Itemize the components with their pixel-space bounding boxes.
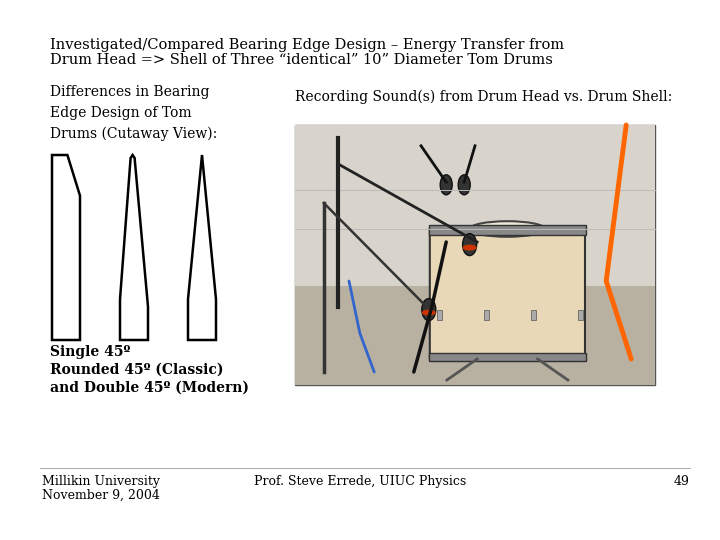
Text: Investigated/Compared Bearing Edge Design – Energy Transfer from: Investigated/Compared Bearing Edge Desig… bbox=[50, 38, 564, 52]
FancyBboxPatch shape bbox=[295, 125, 655, 286]
Polygon shape bbox=[188, 155, 216, 340]
Ellipse shape bbox=[422, 299, 436, 321]
Text: Single 45º: Single 45º bbox=[50, 345, 130, 359]
Polygon shape bbox=[52, 155, 80, 340]
Ellipse shape bbox=[469, 221, 545, 237]
Polygon shape bbox=[120, 155, 148, 340]
FancyBboxPatch shape bbox=[295, 125, 655, 385]
Bar bbox=[531, 310, 536, 320]
Bar bbox=[484, 310, 489, 320]
Ellipse shape bbox=[463, 245, 477, 251]
Ellipse shape bbox=[422, 309, 436, 315]
Text: Prof. Steve Errede, UIUC Physics: Prof. Steve Errede, UIUC Physics bbox=[254, 475, 466, 488]
Text: Recording Sound(s) from Drum Head vs. Drum Shell:: Recording Sound(s) from Drum Head vs. Dr… bbox=[295, 90, 672, 104]
Ellipse shape bbox=[440, 175, 452, 195]
Text: and Double 45º (Modern): and Double 45º (Modern) bbox=[50, 381, 249, 395]
Text: Millikin University: Millikin University bbox=[42, 475, 160, 488]
Bar bbox=[437, 310, 442, 320]
Text: November 9, 2004: November 9, 2004 bbox=[42, 489, 160, 502]
FancyBboxPatch shape bbox=[429, 353, 586, 361]
FancyBboxPatch shape bbox=[429, 225, 586, 235]
Bar bbox=[578, 310, 583, 320]
Ellipse shape bbox=[458, 175, 470, 195]
Text: 49: 49 bbox=[674, 475, 690, 488]
Ellipse shape bbox=[463, 234, 477, 255]
FancyBboxPatch shape bbox=[295, 286, 655, 385]
Text: Drum Head => Shell of Three “identical” 10” Diameter Tom Drums: Drum Head => Shell of Three “identical” … bbox=[50, 53, 553, 67]
Text: Differences in Bearing
Edge Design of Tom
Drums (Cutaway View):: Differences in Bearing Edge Design of To… bbox=[50, 85, 217, 141]
Text: Rounded 45º (Classic): Rounded 45º (Classic) bbox=[50, 363, 223, 377]
FancyBboxPatch shape bbox=[430, 227, 585, 361]
